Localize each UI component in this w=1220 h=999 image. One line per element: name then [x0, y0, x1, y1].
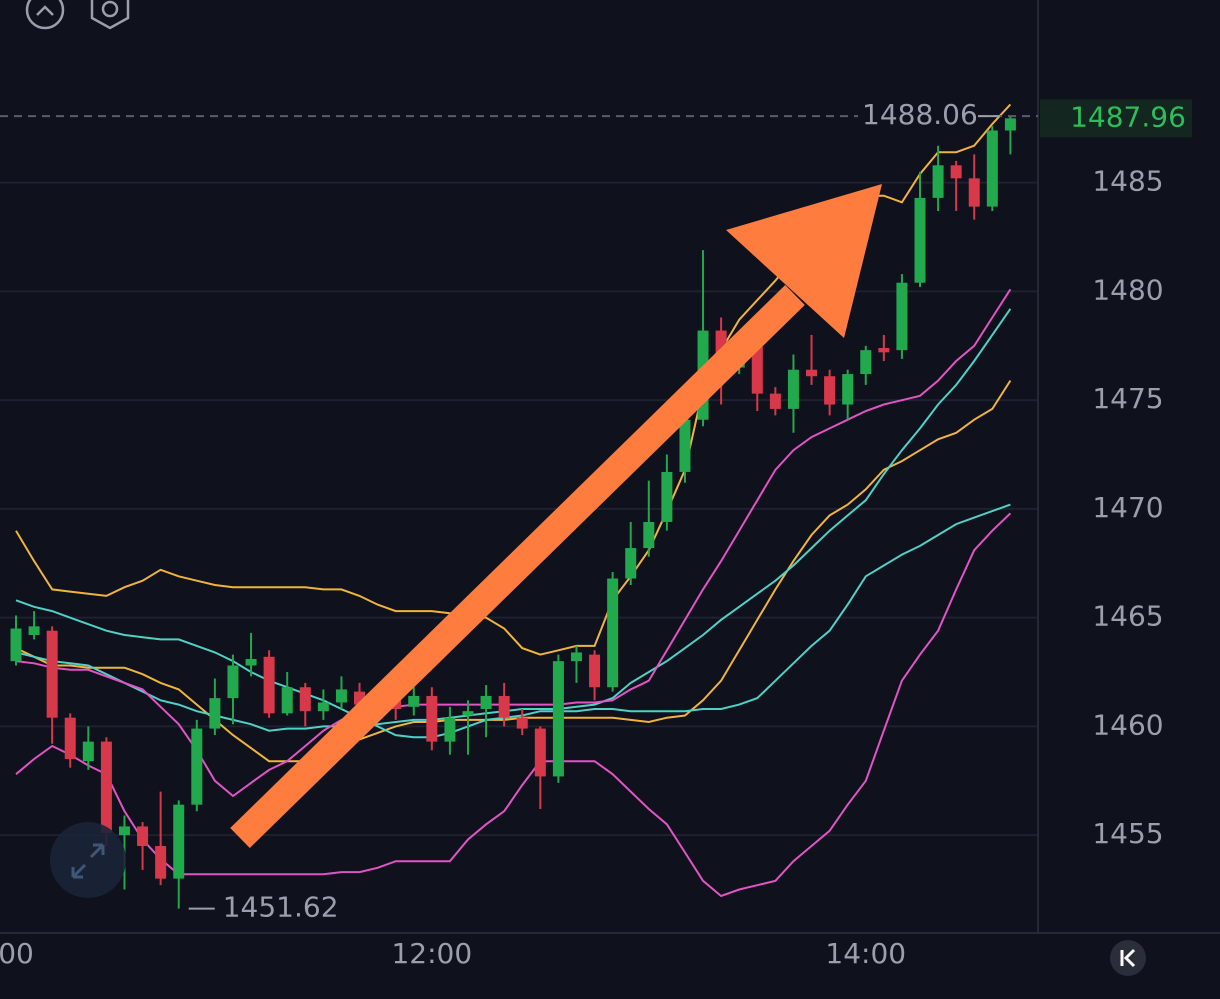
candle-body: [751, 339, 763, 394]
x-tick-label: 12:00: [391, 937, 472, 970]
candle-body: [317, 702, 329, 712]
candle-body: [263, 656, 275, 714]
candle-body: [787, 369, 799, 409]
candle-body: [769, 393, 781, 409]
y-tick-label: 1460: [1092, 708, 1163, 741]
candle-body: [589, 654, 601, 688]
candle-body: [914, 197, 926, 283]
candle-body: [155, 846, 167, 879]
high-label-bg: [858, 99, 974, 134]
candle-body: [408, 695, 420, 707]
indicator-line: [15, 503, 1011, 739]
candle-body: [354, 691, 366, 705]
x-tick-label: 14:00: [825, 937, 906, 970]
settings-button[interactable]: [90, 0, 130, 30]
candle-body: [191, 728, 203, 805]
candle-body: [950, 165, 962, 179]
candle-body: [444, 717, 456, 742]
indicator-line: [15, 288, 1012, 798]
x-tick-label: 00: [0, 937, 34, 970]
latest-button[interactable]: [1110, 940, 1146, 976]
candle-body: [607, 578, 619, 688]
candle-body: [552, 661, 564, 777]
candle-body: [118, 826, 130, 836]
candle-body: [643, 521, 655, 549]
indicator-line: [15, 308, 1012, 732]
indicator-line: [15, 380, 1012, 763]
arrow-shaft: [230, 284, 805, 849]
candle-body: [480, 695, 492, 709]
arrow-head: [726, 184, 882, 338]
candle-body: [46, 630, 58, 718]
y-tick-label: 1475: [1092, 382, 1163, 415]
candle-body: [137, 826, 149, 847]
candle-body: [335, 689, 347, 703]
y-tick-label: 1465: [1092, 600, 1163, 633]
y-tick-label: 1455: [1092, 817, 1163, 850]
candle-body: [299, 687, 311, 712]
candle-body: [281, 687, 293, 714]
candle-body: [824, 376, 836, 405]
expand-button[interactable]: [50, 822, 126, 898]
candle-body: [968, 178, 980, 207]
candle-body: [1004, 118, 1016, 131]
y-tick-label: 1470: [1092, 491, 1163, 524]
candle-body: [498, 695, 510, 718]
candle-body: [245, 658, 257, 666]
candle-body: [534, 728, 546, 777]
candle-body: [896, 282, 908, 351]
low-label: 1451.62: [223, 891, 339, 924]
candle-body: [462, 711, 474, 716]
candle-body: [10, 628, 22, 662]
candle-body: [932, 165, 944, 198]
high-label: 1488.06: [862, 98, 978, 131]
y-tick-label: 1480: [1092, 273, 1163, 306]
candle-body: [516, 717, 528, 729]
candle-body: [715, 330, 727, 359]
candle-body: [986, 130, 998, 207]
last-price-label: 1487.96: [1070, 100, 1186, 133]
candle-body: [28, 626, 40, 636]
candle-body: [209, 698, 221, 729]
candle-body: [227, 665, 239, 699]
candle-body: [806, 369, 818, 377]
trend-arrow: [230, 184, 882, 849]
candle-body: [426, 695, 438, 742]
labels: 1455 1460 1465 1470 1475 1480 1485 00 12:00 14:00…: [0, 98, 1192, 970]
last-price-bg: [1040, 99, 1192, 138]
candle-body: [661, 471, 673, 522]
candle-body: [860, 350, 872, 375]
candle-body: [842, 374, 854, 405]
y-tick-label: 1485: [1092, 165, 1163, 198]
candle-body: [100, 741, 112, 833]
candle-body: [679, 419, 691, 472]
candle-body: [570, 652, 582, 662]
candles: [10, 116, 1016, 909]
candle-body: [878, 347, 890, 353]
candle-body: [625, 548, 637, 579]
candle-body: [64, 717, 76, 760]
candle-body: [82, 741, 94, 762]
candle-body: [173, 804, 185, 879]
collapse-button[interactable]: [25, 0, 65, 30]
